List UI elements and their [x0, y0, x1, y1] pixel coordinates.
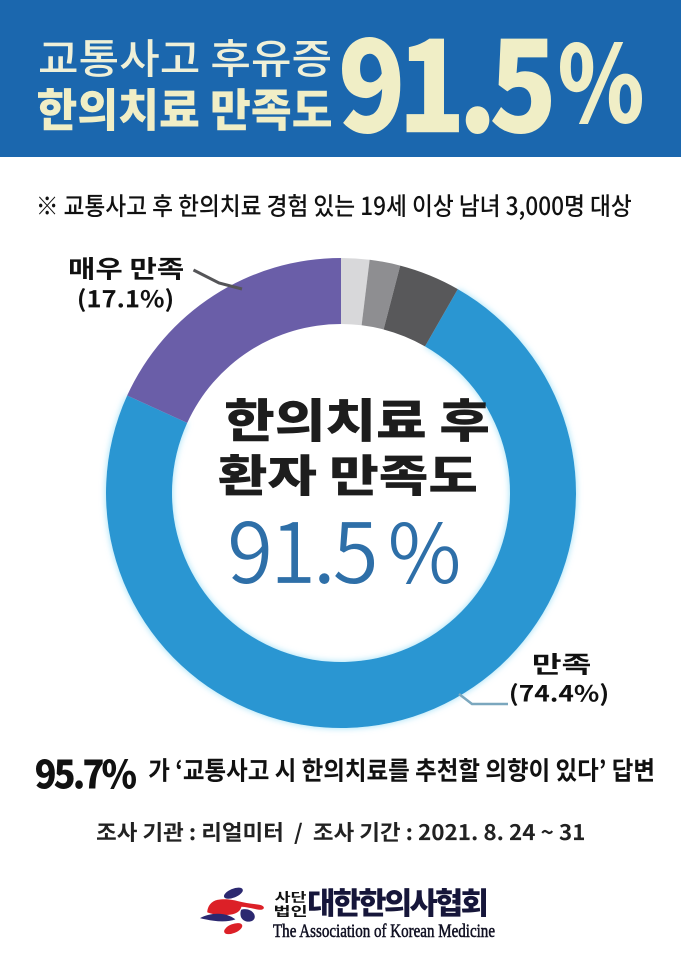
svg-text:The Association of Korean Medi: The Association of Korean Medicine [273, 921, 495, 942]
